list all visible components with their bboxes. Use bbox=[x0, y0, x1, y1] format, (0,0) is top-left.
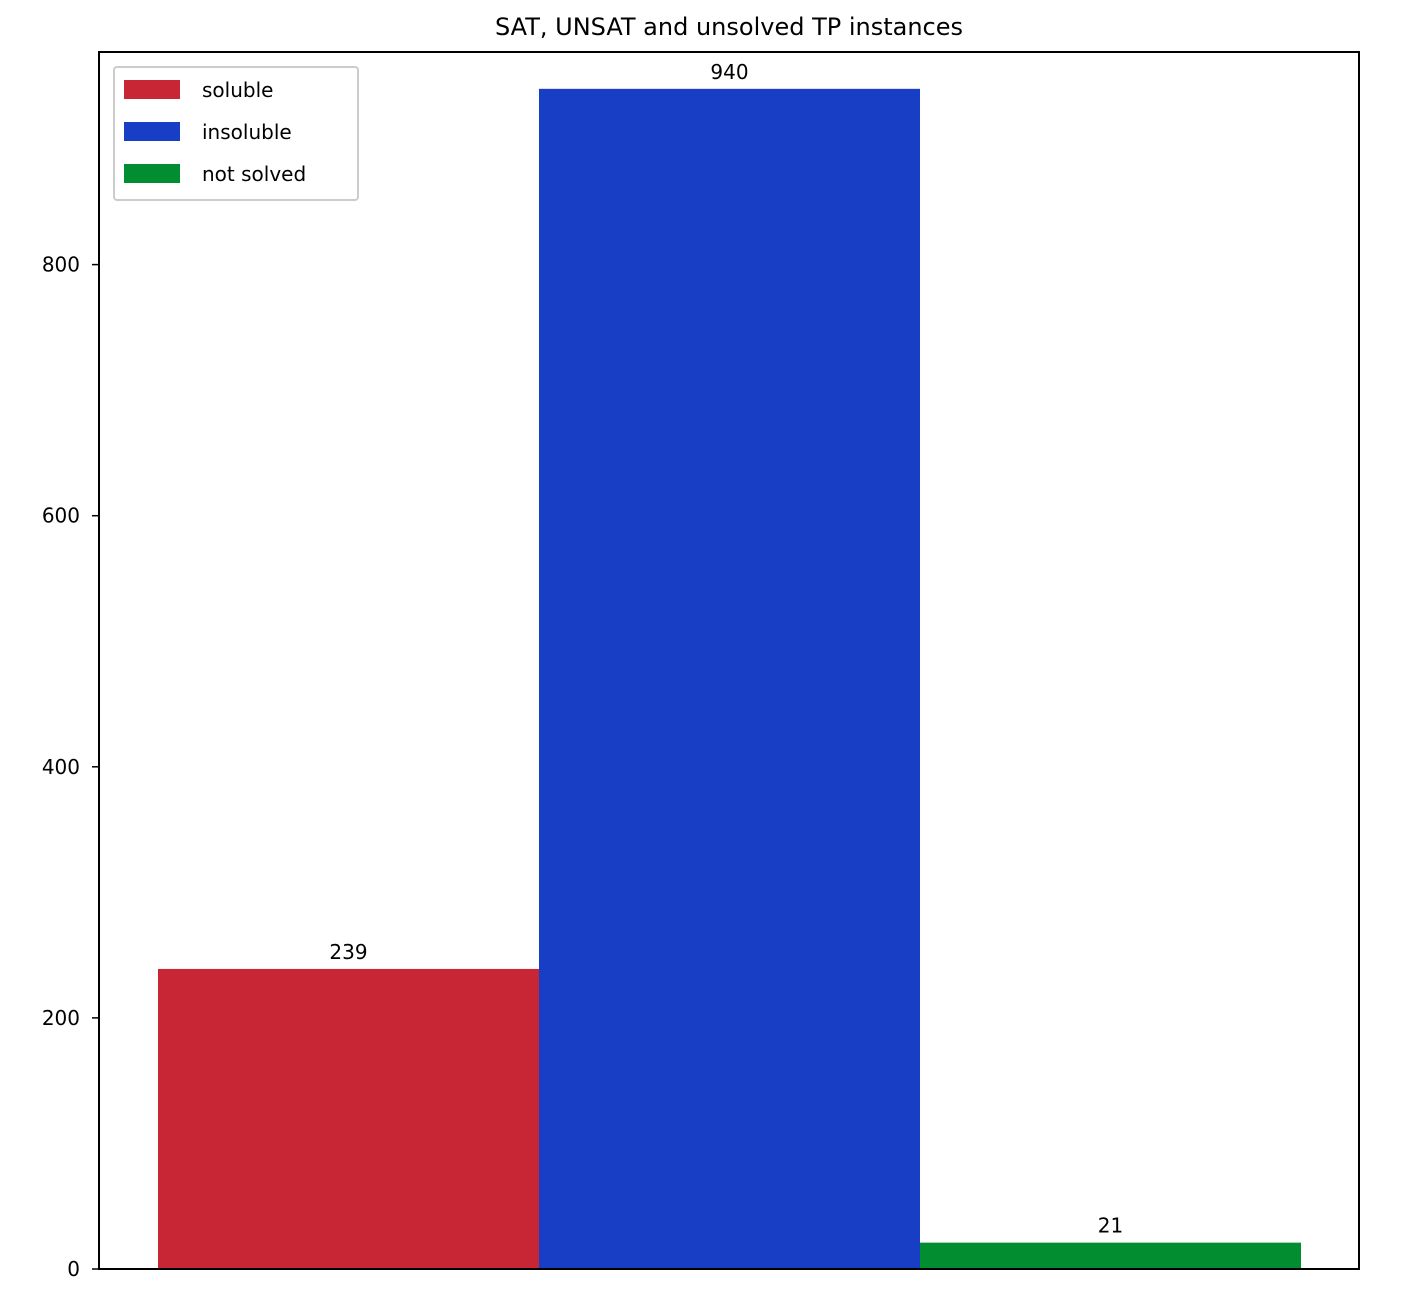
y-tick-label-3: 600 bbox=[42, 504, 80, 528]
legend-label-2: not solved bbox=[202, 162, 306, 186]
legend-label-0: soluble bbox=[202, 78, 273, 102]
bar-2 bbox=[920, 1242, 1301, 1269]
data-labels-group: 239 940 21 bbox=[329, 60, 1123, 1238]
bar-1 bbox=[539, 88, 920, 1270]
y-tick-label-1: 200 bbox=[42, 1006, 80, 1030]
data-label-2: 21 bbox=[1098, 1214, 1123, 1238]
bar-0 bbox=[158, 968, 539, 1269]
chart-title: SAT, UNSAT and unsolved TP instances bbox=[495, 13, 963, 41]
legend-label-1: insoluble bbox=[202, 120, 292, 144]
bars-group bbox=[158, 88, 1301, 1270]
data-label-0: 239 bbox=[329, 940, 367, 964]
plot-frame bbox=[98, 51, 1360, 1270]
y-tick-label-2: 400 bbox=[42, 755, 80, 779]
y-tick-label-4: 800 bbox=[42, 253, 80, 277]
legend-swatch-2 bbox=[124, 164, 180, 183]
y-axis: 0 200 400 600 800 bbox=[42, 253, 99, 1281]
legend-swatch-1 bbox=[124, 122, 180, 141]
legend-swatch-0 bbox=[124, 80, 180, 99]
legend: soluble insoluble not solved bbox=[113, 66, 359, 201]
data-label-1: 940 bbox=[710, 60, 748, 84]
y-tick-label-0: 0 bbox=[67, 1257, 80, 1281]
